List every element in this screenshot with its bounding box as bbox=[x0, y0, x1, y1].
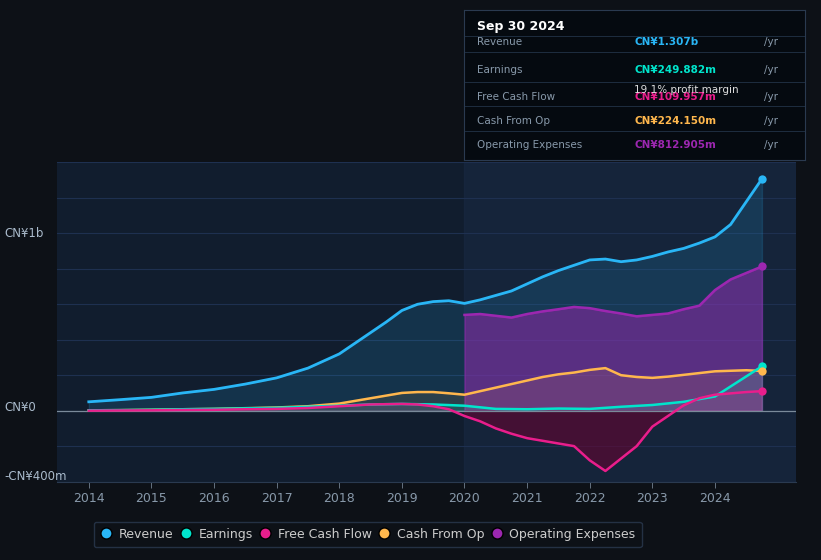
Legend: Revenue, Earnings, Free Cash Flow, Cash From Op, Operating Expenses: Revenue, Earnings, Free Cash Flow, Cash … bbox=[94, 522, 642, 547]
Text: Free Cash Flow: Free Cash Flow bbox=[478, 92, 556, 101]
Text: /yr: /yr bbox=[764, 115, 777, 125]
Text: Operating Expenses: Operating Expenses bbox=[478, 141, 583, 150]
Text: CN¥224.150m: CN¥224.150m bbox=[635, 115, 717, 125]
Text: CN¥0: CN¥0 bbox=[4, 402, 36, 414]
Text: /yr: /yr bbox=[764, 64, 777, 74]
Text: -CN¥400m: -CN¥400m bbox=[4, 469, 67, 483]
Text: 19.1% profit margin: 19.1% profit margin bbox=[635, 85, 739, 95]
Bar bbox=[465, 162, 796, 482]
Text: Earnings: Earnings bbox=[478, 64, 523, 74]
Text: CN¥1b: CN¥1b bbox=[4, 227, 44, 240]
Text: /yr: /yr bbox=[764, 37, 777, 47]
Text: CN¥109.957m: CN¥109.957m bbox=[635, 92, 716, 101]
Text: /yr: /yr bbox=[764, 141, 777, 150]
Text: /yr: /yr bbox=[764, 92, 777, 101]
Text: Revenue: Revenue bbox=[478, 37, 523, 47]
Text: Sep 30 2024: Sep 30 2024 bbox=[478, 20, 565, 33]
Text: Cash From Op: Cash From Op bbox=[478, 115, 551, 125]
Text: CN¥812.905m: CN¥812.905m bbox=[635, 141, 716, 150]
Text: CN¥249.882m: CN¥249.882m bbox=[635, 64, 716, 74]
Text: CN¥1.307b: CN¥1.307b bbox=[635, 37, 699, 47]
